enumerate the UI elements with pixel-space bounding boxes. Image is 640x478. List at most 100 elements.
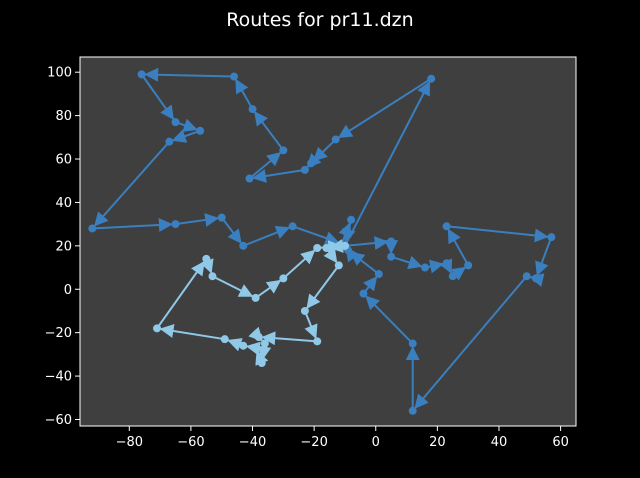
route-segment bbox=[344, 236, 389, 251]
route-point bbox=[408, 339, 417, 348]
route-point bbox=[300, 306, 309, 315]
route-point bbox=[202, 254, 211, 263]
route-point bbox=[387, 252, 396, 261]
route-segment bbox=[535, 236, 553, 276]
route-1 bbox=[88, 67, 556, 415]
chart-title: Routes for pr11.dzn bbox=[226, 9, 413, 31]
route-point bbox=[427, 74, 436, 83]
route-segment bbox=[220, 217, 242, 244]
route-point bbox=[421, 263, 430, 272]
route-point bbox=[331, 135, 340, 144]
route-point bbox=[260, 339, 269, 348]
route-point bbox=[300, 165, 309, 174]
route-point bbox=[257, 359, 266, 368]
y-axis: −60 −40 −20 0 20 40 60 80 100 bbox=[45, 66, 80, 428]
y-tick-label: −40 bbox=[45, 370, 72, 385]
route-point bbox=[171, 118, 180, 127]
route-point bbox=[208, 272, 217, 281]
route-segment bbox=[252, 168, 306, 183]
route-point bbox=[288, 222, 297, 231]
route-point bbox=[251, 343, 260, 352]
route-point bbox=[334, 261, 343, 270]
route-point bbox=[464, 261, 473, 270]
route-segment bbox=[414, 275, 528, 409]
route-point bbox=[313, 244, 322, 253]
x-tick-label: 0 bbox=[372, 435, 380, 450]
route-point bbox=[245, 174, 254, 183]
route-point bbox=[239, 241, 248, 250]
route-segment bbox=[92, 218, 173, 232]
route-2 bbox=[153, 239, 349, 368]
route-point bbox=[307, 159, 316, 168]
y-tick-label: 40 bbox=[55, 196, 72, 211]
x-tick-label: −80 bbox=[116, 435, 143, 450]
x-tick-label: 60 bbox=[552, 435, 569, 450]
route-segment bbox=[235, 78, 254, 110]
route-point bbox=[279, 274, 288, 283]
plot-area bbox=[79, 56, 577, 427]
route-segment bbox=[175, 213, 220, 227]
route-segment bbox=[212, 275, 254, 298]
route-point bbox=[340, 241, 349, 250]
route-point bbox=[239, 341, 248, 350]
route-point bbox=[230, 72, 239, 81]
route-segment bbox=[303, 310, 318, 339]
route-point bbox=[313, 337, 322, 346]
route-point bbox=[359, 289, 368, 298]
route-segment bbox=[344, 81, 431, 247]
route-segment bbox=[365, 295, 414, 345]
y-tick-label: 20 bbox=[55, 239, 72, 254]
route-point bbox=[547, 233, 556, 242]
route-point bbox=[522, 272, 531, 281]
y-tick-label: 100 bbox=[47, 66, 72, 81]
route-point bbox=[88, 224, 97, 233]
route-point bbox=[153, 324, 162, 333]
route-segment bbox=[159, 324, 225, 341]
route-segment bbox=[156, 260, 205, 329]
route-segment bbox=[242, 225, 291, 247]
y-tick-label: 80 bbox=[55, 109, 72, 124]
x-tick-label: 20 bbox=[429, 435, 446, 450]
route-segment bbox=[337, 77, 432, 139]
route-point bbox=[217, 213, 226, 222]
route-point bbox=[171, 220, 180, 229]
route-point bbox=[374, 270, 383, 279]
x-axis: −80 −60 −40 −20 0 20 40 60 bbox=[116, 426, 569, 450]
route-point bbox=[531, 274, 540, 283]
route-point bbox=[254, 333, 263, 342]
route-point bbox=[408, 406, 417, 415]
y-tick-label: −60 bbox=[45, 413, 72, 428]
route-segment bbox=[94, 140, 171, 227]
route-segment bbox=[254, 111, 285, 151]
route-segment bbox=[140, 73, 175, 120]
y-tick-label: 60 bbox=[55, 153, 72, 168]
route-segment bbox=[248, 151, 282, 180]
route-point bbox=[387, 237, 396, 246]
route-point bbox=[347, 215, 356, 224]
route-segment bbox=[255, 279, 282, 299]
route-series bbox=[88, 67, 556, 415]
route-point bbox=[448, 272, 457, 281]
route-segment bbox=[144, 67, 235, 82]
route-point bbox=[196, 126, 205, 135]
route-segment bbox=[261, 331, 318, 346]
x-tick-label: −60 bbox=[177, 435, 204, 450]
route-point bbox=[137, 70, 146, 79]
x-tick-label: 40 bbox=[491, 435, 508, 450]
route-point bbox=[251, 293, 260, 302]
route-segment bbox=[282, 249, 316, 280]
route-segment bbox=[171, 129, 201, 143]
route-point bbox=[248, 105, 257, 114]
route-point bbox=[322, 244, 331, 253]
route-point bbox=[442, 259, 451, 268]
route-point bbox=[442, 222, 451, 231]
x-tick-label: −40 bbox=[239, 435, 266, 450]
route-segment bbox=[446, 225, 549, 243]
y-tick-label: 0 bbox=[64, 283, 72, 298]
y-tick-label: −20 bbox=[45, 326, 72, 341]
route-point bbox=[220, 335, 229, 344]
route-point bbox=[279, 146, 288, 155]
route-segment bbox=[447, 228, 470, 266]
route-segment bbox=[306, 264, 340, 309]
